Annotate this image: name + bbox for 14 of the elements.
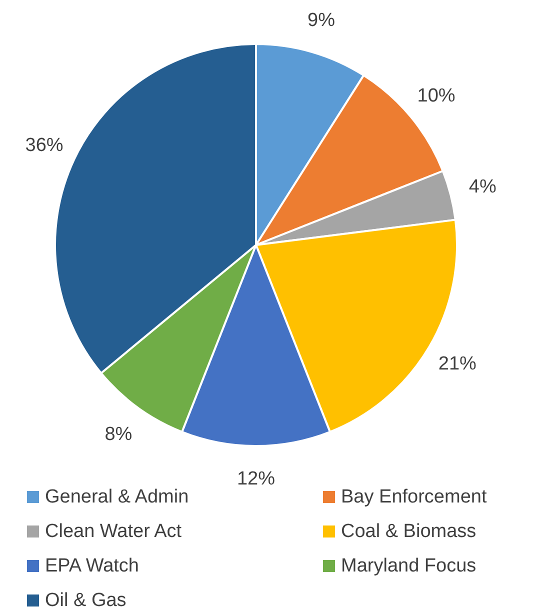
legend-label: Clean Water Act [45, 521, 182, 542]
data-label: 8% [104, 424, 132, 445]
legend-label: Bay Enforcement [341, 486, 488, 508]
legend-label: Maryland Focus [341, 556, 476, 576]
data-label: 10% [417, 85, 456, 106]
data-label: 21% [438, 354, 477, 375]
legend-label: Oil & Gas [45, 590, 126, 611]
legend-label: Coal & Biomass [341, 521, 476, 542]
data-label: 12% [236, 468, 276, 490]
data-label: 36% [25, 134, 64, 156]
data-label: 4% [468, 176, 496, 198]
data-label: 9% [308, 10, 336, 31]
legend-label: General & Admin [45, 486, 189, 508]
legend-label: EPA Watch [45, 556, 139, 576]
